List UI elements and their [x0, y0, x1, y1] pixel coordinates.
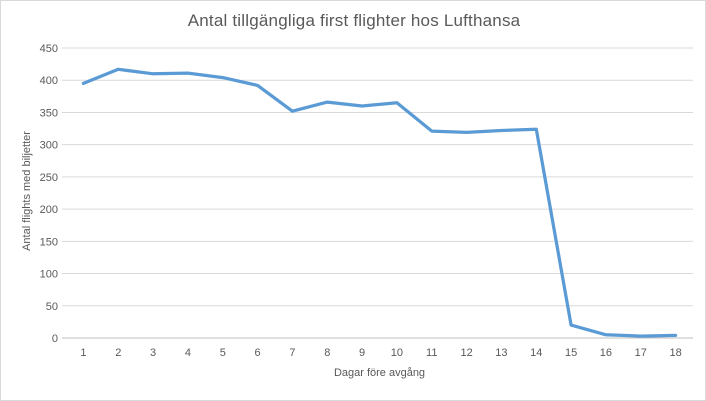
y-tick-label: 100: [40, 269, 58, 281]
y-tick-label: 450: [40, 43, 58, 55]
series-line: [81, 67, 678, 338]
y-tick-label: 150: [40, 236, 58, 248]
x-tick-label: 2: [115, 347, 121, 359]
y-tick-label: 200: [40, 204, 58, 216]
y-tick-label: 300: [40, 140, 58, 152]
y-tick-label: 250: [40, 172, 58, 184]
x-tick-label: 9: [359, 347, 365, 359]
x-tick-label: 12: [460, 347, 472, 359]
x-tick-label: 17: [635, 347, 647, 359]
x-tick-label: 16: [600, 347, 612, 359]
x-tick-label: 7: [289, 347, 295, 359]
y-tick-label: 50: [46, 301, 58, 313]
x-axis-title: Dagar före avgång: [333, 367, 426, 379]
x-tick-label: 14: [530, 347, 542, 359]
y-tick-label: 350: [40, 107, 58, 119]
x-tick-label: 15: [565, 347, 577, 359]
x-tick-label: 8: [324, 347, 330, 359]
x-tick-label: 10: [391, 347, 403, 359]
x-tick-label: 4: [185, 347, 191, 359]
x-tick-label: 1: [80, 347, 86, 359]
y-tick-label: 400: [40, 75, 58, 87]
x-tick-label: 11: [426, 347, 437, 359]
x-tick-label: 18: [669, 347, 681, 359]
x-tick-label: 13: [495, 347, 507, 359]
chart-title: Antal tillgängliga first flighter hos Lu…: [187, 11, 521, 30]
x-tick-label: 6: [255, 347, 261, 359]
x-tick-label: 5: [220, 347, 226, 359]
y-tick-label: 0: [52, 333, 58, 345]
x-tick-label: 3: [150, 347, 156, 359]
